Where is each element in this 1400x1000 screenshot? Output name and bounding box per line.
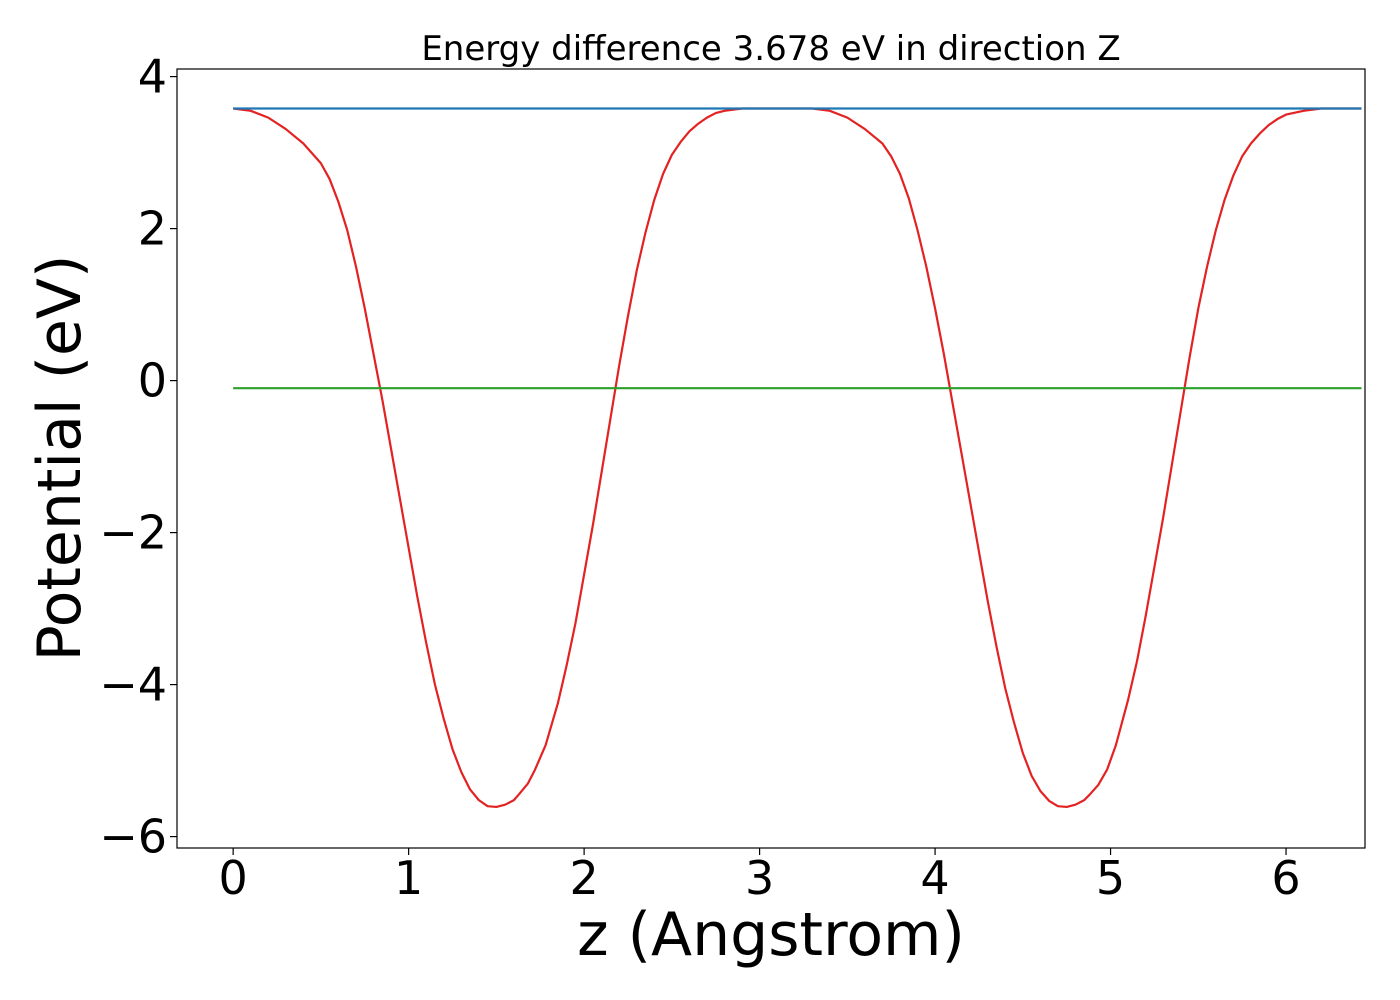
x-tick-label: 3 [745,851,774,905]
y-axis-title: Potential (eV) [25,255,95,662]
series-layer [233,107,1362,809]
x-tick-label: 0 [219,851,248,905]
x-axis-ticks: 0 1 2 3 4 5 6 [219,848,1301,905]
x-tick-label: 1 [394,851,423,905]
chart-title: Energy difference 3.678 eV in direction … [421,29,1120,69]
y-tick-label: −4 [99,658,167,712]
y-tick-label: 0 [138,354,167,408]
plot-area-background [177,69,1365,848]
x-tick-label: 2 [569,851,598,905]
x-tick-label: 4 [920,851,949,905]
x-tick-label: 6 [1271,851,1300,905]
y-tick-label: −6 [99,810,167,864]
y-tick-label: −2 [99,506,167,560]
x-tick-label: 5 [1096,851,1125,905]
x-axis-title: z (Angstrom) [577,900,965,970]
y-tick-label: 4 [138,50,167,104]
plot-frame [176,68,1366,849]
y-tick-label: 2 [138,202,167,256]
y-axis-ticks: −6 −4 −2 0 2 4 [99,50,177,864]
